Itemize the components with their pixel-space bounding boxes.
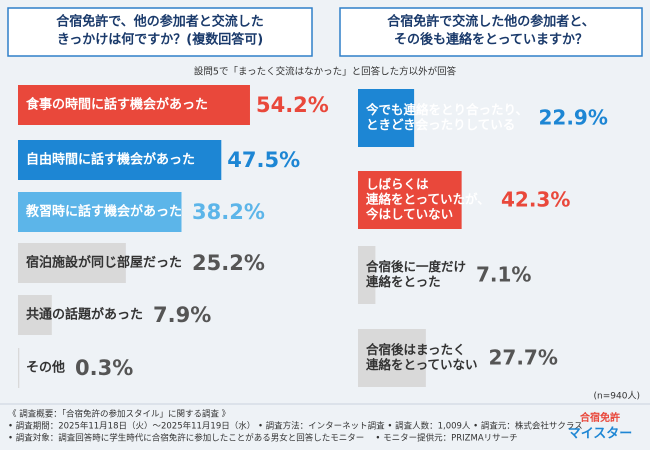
logo: マイスター xyxy=(568,427,633,442)
category-label: 宿泊施設が同じ部屋だった xyxy=(26,255,182,271)
title-box xyxy=(7,7,313,57)
bar xyxy=(358,329,426,387)
bar xyxy=(18,348,20,388)
value-label: 7.1% xyxy=(476,263,531,287)
category-label: しばらくは xyxy=(366,177,429,192)
bar xyxy=(18,295,52,335)
bar xyxy=(358,246,376,304)
bar xyxy=(18,85,250,125)
category-label: 食事の時間に話す機会があった xyxy=(26,97,208,113)
footer-line: • 調査対象：調査回答時に学生時代に合宿免許に参加したことがある男女と回答したモ… xyxy=(8,433,518,444)
chart-title: きっかけは何ですか？(複数回答可) xyxy=(57,32,263,48)
value-label: 42.3% xyxy=(501,188,570,212)
value-label: 27.7% xyxy=(489,346,558,370)
category-label: 連絡をとった xyxy=(366,274,441,289)
bar xyxy=(18,192,182,232)
bar xyxy=(18,140,222,180)
bar xyxy=(358,89,415,147)
category-label: 連絡をとっていない xyxy=(366,357,478,372)
value-label: 54.2% xyxy=(256,93,329,117)
category-label: 合宿後に一度だけ xyxy=(366,259,466,274)
bar xyxy=(18,243,126,283)
value-label: 0.3% xyxy=(75,356,133,380)
category-label: 教習時に話す機会があった xyxy=(25,204,182,220)
bar xyxy=(358,171,462,229)
title-box xyxy=(339,7,643,57)
sample-size: (n=940人) xyxy=(594,391,640,402)
category-label: ときどき会ったりしている xyxy=(366,117,515,132)
chart-title: 合宿免許で交流した他の参加者と、 xyxy=(387,14,594,30)
category-label: 共通の話題があった xyxy=(26,307,143,323)
logo: 合宿免許 xyxy=(579,411,620,424)
footer-line: • 調査期間：2025年11月18日（火）～2025年11月19日（水） • 調… xyxy=(8,421,583,432)
value-label: 22.9% xyxy=(539,106,608,130)
chart-title: 合宿免許で、他の参加者と交流した xyxy=(56,14,263,30)
note: 設問5で「まったく交流はなかった」と回答した方以外が回答 xyxy=(194,66,457,78)
category-label: 合宿後はまったく xyxy=(366,342,466,357)
value-label: 7.9% xyxy=(153,303,211,327)
footer-line: 《 調査概要：「合宿免許の参加スタイル」に関する調査 》 xyxy=(8,409,230,420)
chart-title: その後も連絡をとっていますか？ xyxy=(394,32,588,48)
value-label: 38.2% xyxy=(192,200,265,224)
category-label: 自由時間に話す機会があった xyxy=(26,152,195,168)
category-label: 今でも連絡をとり合ったり、 xyxy=(365,102,528,117)
category-label: 連絡をとっていたが、 xyxy=(366,192,490,207)
value-label: 47.5% xyxy=(227,148,300,172)
category-label: 今はしていない xyxy=(365,207,453,222)
value-label: 25.2% xyxy=(192,251,265,275)
category-label: その他 xyxy=(26,360,65,376)
